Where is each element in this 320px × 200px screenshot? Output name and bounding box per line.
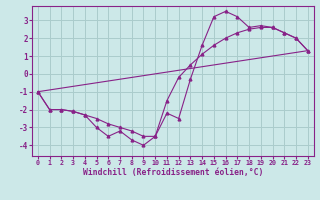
X-axis label: Windchill (Refroidissement éolien,°C): Windchill (Refroidissement éolien,°C) <box>83 168 263 177</box>
